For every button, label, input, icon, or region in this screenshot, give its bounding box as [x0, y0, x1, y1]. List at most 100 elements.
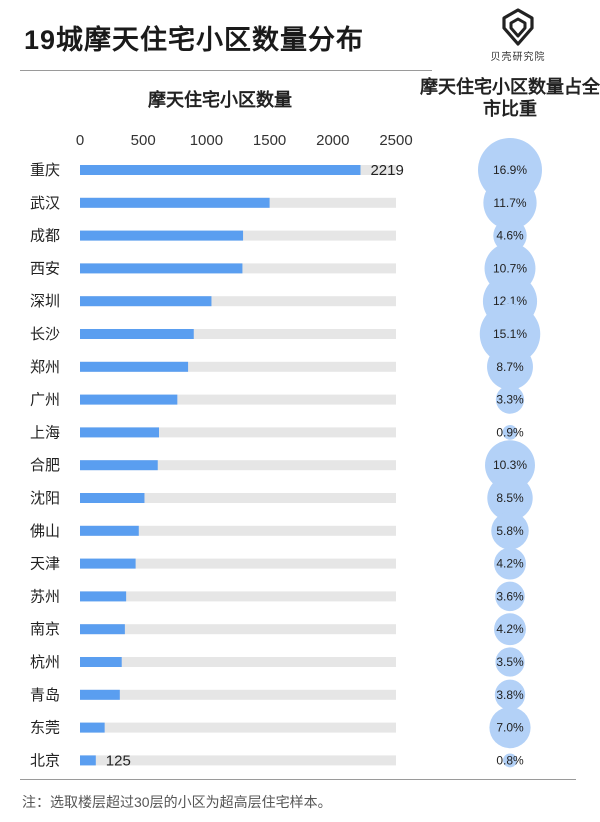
bar-track	[80, 525, 396, 536]
category-label: 南京	[30, 620, 60, 638]
footer-divider	[20, 779, 576, 780]
bubble-label: 4.2%	[496, 622, 524, 636]
category-label: 西安	[30, 259, 60, 277]
bar	[80, 657, 122, 667]
bar-track	[80, 624, 396, 635]
bar	[80, 427, 159, 438]
bar	[80, 296, 212, 307]
bar	[80, 165, 361, 175]
bubble	[483, 176, 537, 230]
bar	[80, 460, 158, 471]
category-label: 上海	[30, 423, 60, 441]
category-label: 沈阳	[30, 489, 60, 507]
bar	[80, 689, 120, 700]
bar-track	[80, 493, 396, 503]
x-tick-label: 500	[131, 132, 156, 149]
bubble-label: 3.8%	[496, 688, 524, 702]
category-label: 成都	[30, 227, 60, 245]
x-tick-label: 1500	[253, 132, 286, 149]
bubble	[494, 679, 526, 710]
bar-track	[80, 329, 396, 339]
bar	[80, 361, 189, 372]
bar-track	[80, 460, 396, 471]
bar	[80, 558, 136, 569]
logo: 贝壳研究院	[488, 8, 548, 74]
bubble-label: 0.8%	[496, 753, 524, 767]
category-label: 佛山	[30, 522, 60, 540]
bubble-chart-title: 摩天住宅小区数量占全市比重	[420, 77, 600, 119]
category-label: 天津	[30, 555, 60, 573]
bubble-label: 10.3%	[493, 458, 527, 472]
bar-track	[80, 296, 396, 307]
bubble	[487, 475, 533, 521]
bar-chart-title: 摩天住宅小区数量	[148, 90, 292, 110]
bubble	[489, 707, 531, 749]
bubble-label: 4.6%	[496, 229, 524, 243]
bubble-label: 3.3%	[496, 393, 524, 407]
category-label: 广州	[30, 391, 60, 409]
beike-logo-icon	[502, 8, 534, 46]
bubble	[479, 303, 541, 365]
bubble-label: 10.7%	[493, 261, 527, 275]
bubble	[503, 753, 517, 768]
bubble-label: 11.7%	[493, 196, 526, 210]
bubble-label: 7.0%	[496, 721, 524, 735]
chart-canvas: 0 500 1000 1500 2000 2500 重庆 2219 16.9% 武汉 11.7% 成都…	[30, 132, 542, 769]
bubble-label: 12.1%	[493, 294, 527, 308]
bubble-label: 8.7%	[496, 360, 524, 374]
bar	[80, 329, 194, 339]
footnote: 注：选取楼层超过30层的小区为超高层住宅样本。	[22, 794, 332, 810]
bubble-label: 3.5%	[496, 655, 524, 669]
bubble	[485, 440, 535, 491]
bar	[80, 230, 244, 241]
bubble	[502, 425, 518, 440]
category-label: 深圳	[30, 292, 60, 310]
bar-data-label: 125	[106, 752, 131, 769]
bubble	[495, 385, 525, 414]
bar	[80, 722, 105, 733]
x-tick-label: 2000	[316, 132, 349, 149]
bar-track	[80, 427, 396, 438]
bar-track	[80, 657, 396, 667]
bar	[80, 755, 96, 766]
bubble-label: 3.6%	[496, 589, 524, 603]
bubble-label: 0.9%	[496, 425, 524, 439]
bubble	[494, 547, 526, 580]
x-tick-label: 1000	[190, 132, 223, 149]
category-label: 苏州	[30, 587, 60, 605]
bar	[80, 525, 139, 536]
category-label: 杭州	[30, 653, 60, 671]
bar-track	[80, 591, 396, 602]
bubble-label: 8.5%	[496, 491, 524, 505]
bar-track	[80, 361, 396, 372]
bubble	[494, 613, 526, 646]
bar	[80, 197, 270, 208]
bar	[80, 394, 178, 405]
chart-title: 19城摩天住宅小区数量分布	[24, 25, 365, 55]
bubble-label: 5.8%	[496, 524, 524, 538]
category-label: 重庆	[30, 161, 60, 179]
category-label: 东莞	[30, 719, 60, 737]
category-label: 郑州	[30, 358, 60, 376]
category-label: 武汉	[30, 194, 60, 212]
title-divider	[20, 70, 432, 71]
bubble-label: 15.1%	[493, 327, 527, 341]
logo-text: 贝壳研究院	[490, 52, 546, 63]
bar	[80, 493, 145, 503]
x-tick-label: 2500	[379, 132, 412, 149]
x-tick-label: 0	[76, 132, 84, 149]
category-label: 青岛	[30, 686, 60, 704]
bubble	[491, 512, 529, 550]
bubble	[495, 647, 525, 677]
bubble	[495, 581, 525, 612]
bubble-label: 4.2%	[496, 557, 524, 571]
bar-track	[80, 755, 396, 766]
category-label: 合肥	[30, 456, 60, 474]
bar-track	[80, 394, 396, 405]
bar-track	[80, 689, 396, 700]
bar-track	[80, 722, 396, 733]
bar	[80, 591, 127, 602]
category-label: 北京	[30, 751, 60, 769]
bubble-label: 16.9%	[493, 163, 527, 177]
bubble	[493, 218, 527, 253]
